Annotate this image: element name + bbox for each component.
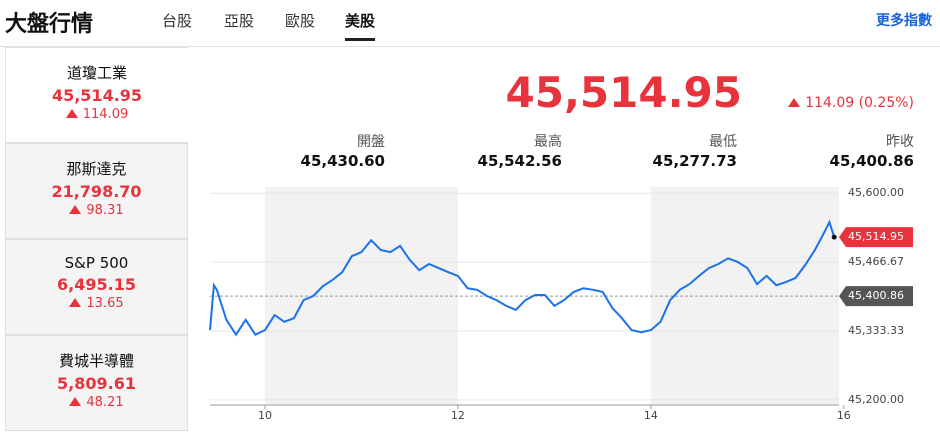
index-name: 道瓊工業 [66, 64, 127, 82]
index-change: 48.21 [6, 395, 187, 410]
reference-tag: 45,400.86 [848, 289, 904, 302]
index-value: 21,798.70 [51, 182, 142, 201]
x-tick-label: 14 [644, 409, 658, 422]
tab[interactable]: 亞股 [224, 12, 255, 30]
last-point [831, 234, 837, 240]
x-tick-label: 10 [258, 409, 272, 422]
last-value-tag: 45,514.95 [848, 230, 904, 243]
stat-value: 45,542.56 [477, 152, 562, 170]
stat-label: 最高 [534, 134, 562, 150]
index-card[interactable]: 那斯達克 21,798.70 98.31 [5, 143, 188, 239]
change-text: 114.09 (0.25%) [805, 95, 914, 111]
stat-label: 最低 [709, 134, 737, 150]
up-arrow [69, 298, 82, 307]
index-value: 6,495.15 [57, 275, 136, 294]
stat-value: 45,400.86 [829, 152, 914, 170]
index-card[interactable]: 道瓊工業 45,514.95 114.09 [5, 47, 188, 143]
more-link[interactable]: 更多指數 [876, 13, 932, 29]
change-text: 48.21 [86, 395, 124, 410]
index-change: 98.31 [6, 203, 187, 218]
y-tick-label: 45,333.33 [848, 324, 904, 337]
index-name: S&P 500 [64, 254, 129, 272]
index-change: 13.65 [6, 296, 187, 311]
stat-value: 45,277.73 [652, 152, 737, 170]
index-card[interactable]: 費城半導體 5,809.61 48.21 [5, 335, 188, 431]
up-arrow [69, 205, 82, 214]
up-arrow [69, 397, 82, 406]
stat-value: 45,430.60 [300, 152, 385, 170]
change-text: 114.09 [82, 107, 129, 122]
x-tick-label: 16 [837, 409, 851, 422]
reference-tag-bg [839, 286, 913, 307]
up-arrow [65, 109, 78, 118]
index-card[interactable]: S&P 500 6,495.15 13.65 [5, 239, 188, 335]
change-text: 98.31 [86, 203, 124, 218]
x-tick-label: 12 [451, 409, 465, 422]
price-line [209, 219, 836, 337]
price: 45,514.95 [505, 68, 742, 117]
stat-label: 昨收 [886, 134, 914, 150]
index-name: 費城半導體 [58, 352, 134, 370]
tab[interactable]: 美股 [345, 10, 376, 41]
last-value-tag-bg [839, 227, 913, 248]
change-text: 13.65 [86, 296, 124, 311]
stat-label: 開盤 [357, 134, 385, 150]
index-value: 5,809.61 [57, 374, 136, 393]
y-tick-label: 45,466.67 [848, 255, 904, 268]
index-value: 45,514.95 [51, 86, 143, 105]
y-tick-label: 45,200.00 [848, 393, 904, 406]
separator [0, 46, 940, 47]
price-change: 114.09 (0.25%) [788, 95, 914, 111]
tab[interactable]: 台股 [162, 12, 193, 30]
y-tick-label: 45,600.00 [848, 186, 904, 199]
index-change: 114.09 [6, 107, 188, 122]
title: 大盤行情 [5, 12, 94, 37]
index-name: 那斯達克 [66, 160, 127, 178]
tab[interactable]: 歐股 [285, 12, 316, 30]
